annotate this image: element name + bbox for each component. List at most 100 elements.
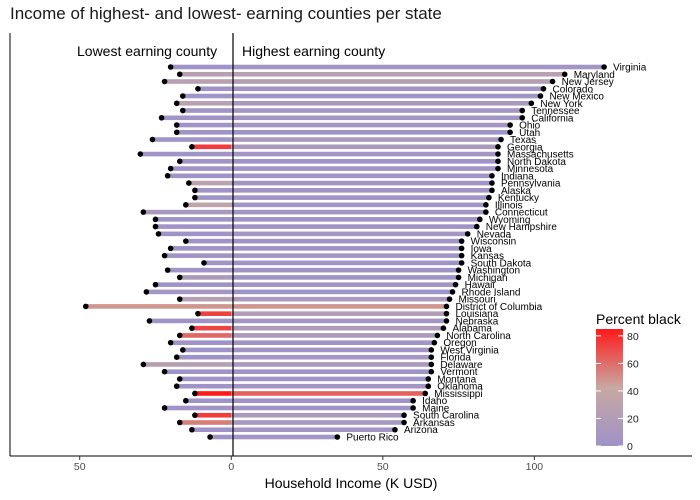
point-low-nevada <box>155 231 162 237</box>
bar-low-new-york <box>176 100 232 106</box>
state-label: Oklahoma <box>437 382 483 393</box>
bar-low-illinois <box>185 202 232 208</box>
bar-high-wyoming <box>231 217 480 222</box>
point-high-west-virginia <box>428 347 435 353</box>
point-low-alabama <box>189 325 195 331</box>
state-label: West Virginia <box>440 345 499 356</box>
state-label: Iowa <box>471 244 493 255</box>
state-label: New Jersey <box>562 77 614 88</box>
bar-high-district-of-columbia <box>231 304 447 309</box>
point-low-wisconsin <box>183 238 189 244</box>
chart-title: Income of highest- and lowest- earning c… <box>10 4 442 23</box>
point-low-kentucky <box>192 194 198 201</box>
bar-low-connecticut <box>143 209 232 215</box>
point-high-maine <box>410 405 416 411</box>
bar-low-pennsylvania <box>188 180 232 186</box>
point-low-illinois <box>183 202 189 208</box>
bar-high-oregon <box>231 340 435 345</box>
point-low-alaska <box>192 187 198 194</box>
point-low-west-virginia <box>179 347 186 353</box>
point-high-new-hampshire <box>473 223 480 230</box>
bar-high-maine <box>231 405 414 411</box>
bar-high-north-carolina <box>231 333 438 338</box>
point-high-maryland <box>561 71 568 78</box>
point-high-idaho <box>410 397 416 404</box>
bar-low-washington <box>167 267 232 273</box>
point-low-delaware <box>140 361 147 368</box>
bar-low-district-of-columbia <box>85 304 232 309</box>
point-high-arizona <box>392 426 398 433</box>
bar-high-montana <box>231 376 429 382</box>
bar-low-mississippi <box>194 391 232 396</box>
legend-tick-label: 20 <box>627 413 639 425</box>
state-label: South Carolina <box>413 411 480 422</box>
bar-high-alabama <box>231 325 444 331</box>
bar-high-massachusetts <box>231 151 499 157</box>
bar-low-new-hampshire <box>155 224 232 229</box>
point-high-louisiana <box>443 310 450 317</box>
point-high-tennessee <box>519 107 526 114</box>
bar-high-kentucky <box>231 195 489 200</box>
point-low-rhode-island <box>143 289 150 295</box>
bar-low-florida <box>176 354 232 360</box>
bar-high-south-dakota <box>231 260 462 266</box>
bar-high-missouri <box>231 296 450 302</box>
x-tick-label: 50 <box>377 461 389 473</box>
point-high-north-carolina <box>434 332 441 339</box>
state-label: Pennsylvania <box>501 179 561 190</box>
legend-title: Percent black <box>596 311 682 327</box>
annotation-highest: Highest earning county <box>242 43 385 59</box>
point-high-kansas <box>458 252 465 259</box>
point-low-maryland <box>176 71 183 78</box>
state-label: Nevada <box>477 229 512 240</box>
point-low-kansas <box>161 252 168 259</box>
point-low-indiana <box>164 173 171 179</box>
point-low-north-dakota <box>176 158 183 165</box>
x-ticks-group: 50 0 50 100 <box>74 456 543 473</box>
point-high-florida <box>428 354 435 360</box>
bar-high-nevada <box>231 231 468 237</box>
point-low-new-mexico <box>179 93 186 99</box>
bar-low-missouri <box>179 296 232 302</box>
bar-low-minnesota <box>170 166 232 171</box>
point-low-montana <box>176 376 183 382</box>
point-high-pennsylvania <box>489 180 495 186</box>
point-low-colorado <box>195 85 201 92</box>
state-label: Michigan <box>468 273 508 284</box>
point-high-washington <box>455 267 462 273</box>
bar-high-west-virginia <box>231 347 432 353</box>
state-label: Maine <box>422 403 450 414</box>
legend-tick-label: 60 <box>627 358 639 370</box>
legend-tick-label: 0 <box>627 441 633 453</box>
state-label: Nebraska <box>455 316 498 327</box>
point-high-kentucky <box>486 194 492 201</box>
point-low-arizona <box>189 426 195 433</box>
point-low-pennsylvania <box>186 180 192 186</box>
point-high-connecticut <box>483 209 489 215</box>
point-high-mississippi <box>422 390 429 397</box>
state-label: Arizona <box>404 425 438 436</box>
point-high-california <box>519 114 526 121</box>
state-label: Connecticut <box>495 208 548 219</box>
state-label: Utah <box>519 128 540 139</box>
state-label: California <box>531 113 574 124</box>
bar-low-indiana <box>167 173 232 179</box>
state-label: Vermont <box>440 367 477 378</box>
bar-high-kansas <box>231 253 462 258</box>
point-low-louisiana <box>195 310 201 317</box>
state-label: Wyoming <box>489 215 531 226</box>
bar-high-texas <box>231 137 502 142</box>
state-label: Arkansas <box>413 418 455 429</box>
point-low-massachusetts <box>137 151 144 157</box>
bar-low-tennessee <box>182 108 232 113</box>
point-low-michigan <box>176 274 183 281</box>
bar-low-maine <box>164 405 232 411</box>
point-high-new-mexico <box>537 93 544 99</box>
state-label: New Mexico <box>549 92 604 103</box>
point-low-connecticut <box>140 209 147 215</box>
state-label: Oregon <box>443 338 476 349</box>
point-low-virginia <box>167 64 174 70</box>
state-label: Texas <box>510 135 536 146</box>
bar-high-georgia <box>231 144 499 150</box>
state-label: Idaho <box>422 396 447 407</box>
